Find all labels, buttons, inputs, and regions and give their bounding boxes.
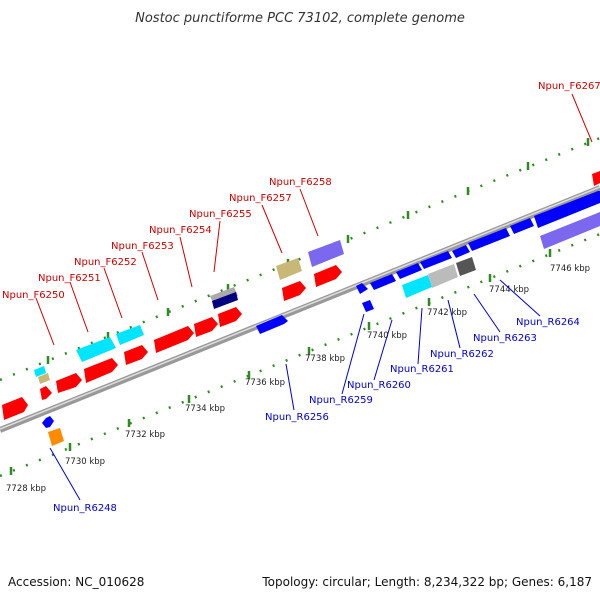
- rna-feature[interactable]: [76, 337, 116, 362]
- gene-arrow[interactable]: [396, 263, 422, 279]
- gene-arrow[interactable]: [56, 373, 82, 393]
- gene-arrow[interactable]: [452, 245, 470, 258]
- tick-label: 7742 kbp: [427, 308, 467, 318]
- rna-feature[interactable]: [34, 366, 46, 377]
- gene-label-forward[interactable]: Npun_F6251: [38, 273, 101, 284]
- gene-label-reverse[interactable]: Npun_R6261: [390, 364, 454, 375]
- gene-arrow[interactable]: [124, 345, 148, 365]
- gene-label-forward[interactable]: Npun_F6250: [2, 290, 65, 301]
- inner-dotted-ring: [0, 232, 600, 478]
- tick-label: 7738 kbp: [305, 354, 345, 364]
- gene-arrow[interactable]: [468, 228, 510, 251]
- misc-feature[interactable]: [212, 292, 238, 309]
- forward-leader-lines: [35, 93, 593, 346]
- gene-arrow[interactable]: [42, 416, 54, 428]
- gene-label-forward[interactable]: Npun_F6267: [538, 81, 600, 92]
- gene-label-reverse[interactable]: Npun_R6264: [516, 317, 580, 328]
- tick-label: 7744 kbp: [489, 285, 529, 295]
- gene-label-reverse[interactable]: Npun_R6262: [430, 349, 494, 360]
- gene-arrow[interactable]: [154, 326, 194, 353]
- gene-label-reverse[interactable]: Npun_R6256: [265, 412, 329, 423]
- gene-arrow[interactable]: [314, 265, 342, 287]
- gene-arrow[interactable]: [2, 397, 28, 420]
- gene-arrow[interactable]: [362, 300, 374, 312]
- major-ticks: [9, 249, 552, 475]
- misc-feature[interactable]: [540, 212, 600, 249]
- gene-label-forward[interactable]: Npun_F6254: [149, 225, 212, 236]
- misc-feature[interactable]: [428, 264, 458, 288]
- tick-label: 7746 kbp: [550, 264, 590, 274]
- gene-label-forward[interactable]: Npun_F6257: [229, 193, 292, 204]
- gene-arrow[interactable]: [84, 358, 118, 383]
- misc-feature[interactable]: [456, 257, 476, 276]
- rna-feature[interactable]: [116, 325, 144, 345]
- genome-backbone: [0, 185, 600, 433]
- gene-label-reverse[interactable]: Npun_R6248: [53, 503, 117, 514]
- forward-gene-features: [2, 171, 600, 420]
- topology-text: Topology: circular; Length: 8,234,322 bp…: [261, 575, 592, 589]
- gene-label-reverse[interactable]: Npun_R6263: [473, 333, 537, 344]
- gene-arrow[interactable]: [534, 191, 600, 228]
- gene-arrow[interactable]: [420, 251, 452, 269]
- tick-label: 7734 kbp: [185, 404, 225, 414]
- reverse-gene-features: [42, 191, 600, 446]
- outer-dotted-ring: [0, 136, 600, 382]
- rna-feature[interactable]: [38, 373, 50, 384]
- backbone-highlight: [0, 186, 600, 430]
- gene-arrow[interactable]: [370, 274, 396, 290]
- rna-feature[interactable]: [402, 275, 432, 298]
- tick-label: 7732 kbp: [125, 430, 165, 440]
- gene-label-forward[interactable]: Npun_F6252: [74, 257, 137, 268]
- gene-label-reverse[interactable]: Npun_R6259: [309, 395, 373, 406]
- map-title: Nostoc punctiforme PCC 73102, complete g…: [135, 11, 465, 26]
- tick-label: 7730 kbp: [65, 457, 105, 467]
- gene-label-forward[interactable]: Npun_F6255: [189, 209, 252, 220]
- gene-arrow[interactable]: [356, 283, 368, 294]
- gene-label-reverse[interactable]: Npun_R6260: [347, 380, 411, 391]
- gene-label-forward[interactable]: Npun_F6258: [269, 177, 332, 188]
- reverse-leader-lines: [49, 279, 541, 501]
- gene-arrow[interactable]: [40, 386, 52, 400]
- misc-feature[interactable]: [48, 428, 64, 446]
- gene-label-forward[interactable]: Npun_F6253: [111, 241, 174, 252]
- tick-label: 7728 kbp: [6, 484, 46, 494]
- gene-arrow[interactable]: [282, 281, 306, 301]
- gene-arrow[interactable]: [218, 307, 242, 327]
- misc-feature[interactable]: [276, 258, 302, 280]
- gene-arrow[interactable]: [510, 218, 534, 234]
- gene-arrow[interactable]: [194, 317, 218, 337]
- tick-label: 7736 kbp: [245, 378, 285, 388]
- gene-arrow[interactable]: [592, 171, 600, 186]
- accession-text: Accession: NC_010628: [8, 575, 144, 589]
- gene-arrow[interactable]: [256, 315, 288, 334]
- misc-feature[interactable]: [308, 240, 344, 267]
